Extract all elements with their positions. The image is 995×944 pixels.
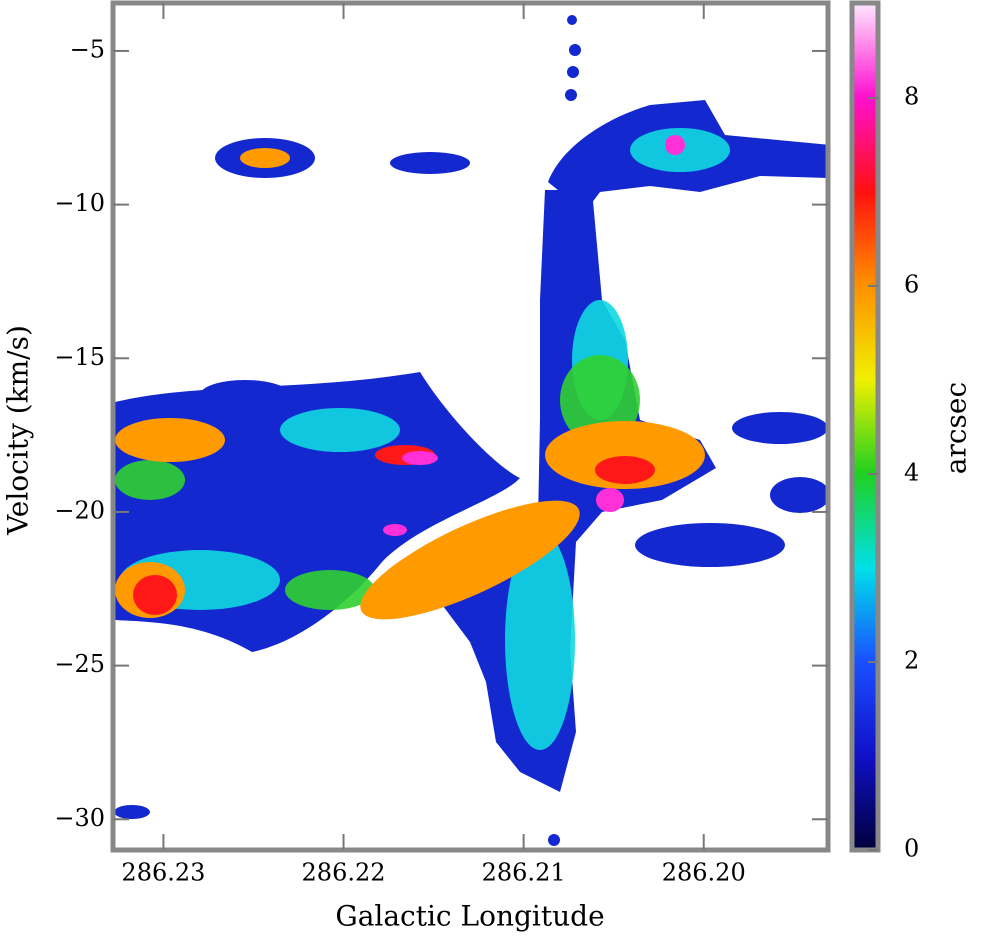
x-axis-label: Galactic Longitude	[335, 900, 604, 933]
colorbar-tick-label: 4	[904, 458, 919, 486]
y-axis-label: Velocity (km/s)	[2, 325, 35, 536]
y-tick-label: −20	[54, 496, 105, 524]
colorbar-label: arcsec	[940, 382, 973, 474]
colorbar-tick-label: 0	[904, 835, 919, 863]
y-tick-label: −30	[54, 804, 105, 832]
colorbar-tick-label: 6	[904, 270, 919, 298]
plot-frame	[110, 0, 831, 853]
y-tick-label: −25	[54, 650, 105, 678]
colorbar-tick-label: 2	[904, 646, 919, 674]
intensity-map	[114, 15, 828, 846]
y-tick-label: −15	[54, 343, 105, 371]
x-tick-label: 286.21	[482, 859, 566, 887]
x-tick-label: 286.23	[121, 859, 205, 887]
x-tick-label: 286.22	[302, 859, 386, 887]
colorbar-tick-label: 8	[904, 82, 919, 110]
x-tick-label: 286.20	[662, 859, 746, 887]
colorbar	[849, 0, 881, 853]
y-tick-label: −5	[70, 35, 105, 63]
y-tick-label: −10	[54, 189, 105, 217]
